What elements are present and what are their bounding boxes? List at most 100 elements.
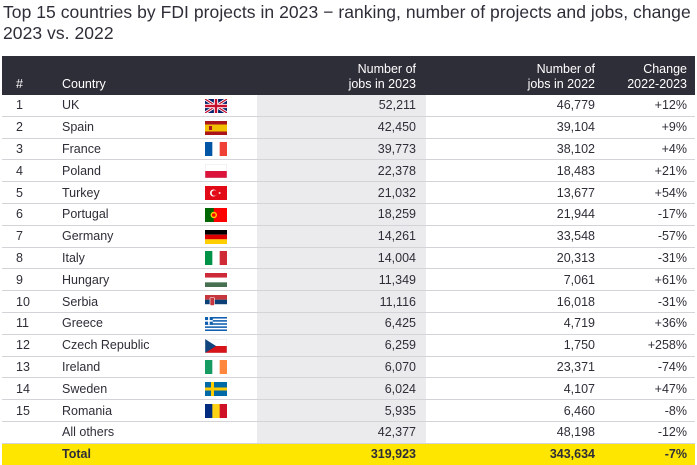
country-cell: Romania <box>58 399 174 422</box>
sweden-flag-icon <box>204 382 227 397</box>
jobs-2022-cell: 16,018 <box>426 290 605 313</box>
change-cell: +21% <box>605 159 695 183</box>
jobs-2023-cell: 11,116 <box>257 290 426 313</box>
jobs-2022-cell: 38,102 <box>426 138 605 161</box>
jobs-2022-cell: 4,719 <box>426 312 605 335</box>
change-cell: -31% <box>605 247 695 270</box>
jobs-2023-cell: 5,935 <box>257 399 426 422</box>
change-cell: +36% <box>605 312 695 335</box>
jobs-2023-cell: 22,378 <box>257 159 426 183</box>
total-flag-cell <box>174 443 257 465</box>
jobs-2022-cell: 4,107 <box>426 377 605 401</box>
country-cell: Turkey <box>58 181 174 204</box>
jobs-2022-cell: 46,779 <box>426 95 605 117</box>
table-row: 11 Greece 6,425 4,719 +36% <box>2 312 695 335</box>
table-row: 15 Romania 5,935 6,460 -8% <box>2 399 695 422</box>
ireland-flag-icon <box>204 360 227 375</box>
flag-cell <box>174 334 257 357</box>
romania-flag-icon <box>204 403 227 418</box>
rank-cell: 12 <box>2 334 58 357</box>
jobs-2023-cell: 6,259 <box>257 334 426 357</box>
rank-cell: 5 <box>2 181 58 204</box>
total-rank-cell <box>2 443 58 465</box>
table-row: 9 Hungary 11,349 7,061 +61% <box>2 268 695 292</box>
rank-cell: 15 <box>2 399 58 422</box>
total-row: Total 319,923 343,634 -7% <box>2 443 695 465</box>
rank-cell: 11 <box>2 312 58 335</box>
change-cell: -74% <box>605 356 695 379</box>
jobs-2022-cell: 1,750 <box>426 334 605 357</box>
header-flag <box>174 56 257 95</box>
rank-cell: 14 <box>2 377 58 401</box>
jobs-2023-cell: 14,004 <box>257 247 426 270</box>
flag-cell <box>174 116 257 139</box>
flag-cell <box>174 247 257 270</box>
rank-cell: 7 <box>2 225 58 248</box>
rank-cell: 4 <box>2 159 58 183</box>
flag-cell <box>174 312 257 335</box>
change-cell: +61% <box>605 268 695 292</box>
uk-flag-icon <box>204 98 227 113</box>
flag-cell <box>174 290 257 313</box>
jobs-2022-cell: 23,371 <box>426 356 605 379</box>
jobs-2023-cell: 6,425 <box>257 312 426 335</box>
table-row: 3 France 39,773 38,102 +4% <box>2 138 695 161</box>
germany-flag-icon <box>204 229 227 244</box>
country-cell: Italy <box>58 247 174 270</box>
header-jobs-2023: Number of jobs in 2023 <box>257 56 426 95</box>
country-cell: Spain <box>58 116 174 139</box>
country-cell: Germany <box>58 225 174 248</box>
jobs-2022-cell: 48,198 <box>426 421 605 444</box>
jobs-2022-cell: 33,548 <box>426 225 605 248</box>
country-cell: Ireland <box>58 356 174 379</box>
country-cell: Hungary <box>58 268 174 292</box>
rank-cell: 9 <box>2 268 58 292</box>
table-header-row: # Country Number of jobs in 2023 Number o… <box>2 56 695 95</box>
page-title: Top 15 countries by FDI projects in 2023… <box>3 2 691 43</box>
rank-cell: 1 <box>2 95 58 117</box>
jobs-2023-cell: 39,773 <box>257 138 426 161</box>
jobs-2023-cell: 21,032 <box>257 181 426 204</box>
flag-cell <box>174 159 257 183</box>
fdi-jobs-table: # Country Number of jobs in 2023 Number o… <box>2 56 695 465</box>
change-cell: -31% <box>605 290 695 313</box>
change-cell: -17% <box>605 203 695 226</box>
change-cell: +258% <box>605 334 695 357</box>
jobs-2022-cell: 13,677 <box>426 181 605 204</box>
header-jobs-2022: Number of jobs in 2022 <box>426 56 605 95</box>
rank-cell: 2 <box>2 116 58 139</box>
rank-cell: 10 <box>2 290 58 313</box>
spain-flag-icon <box>204 120 227 135</box>
flag-cell <box>174 95 257 117</box>
change-cell: -12% <box>605 421 695 444</box>
table-row: 2 Spain 42,450 39,104 +9% <box>2 116 695 139</box>
total-jobs-2023: 319,923 <box>257 443 426 465</box>
table-row: 8 Italy 14,004 20,313 -31% <box>2 247 695 270</box>
rank-cell: 3 <box>2 138 58 161</box>
total-change: -7% <box>605 443 695 465</box>
header-change: Change 2022-2023 <box>605 56 695 95</box>
rank-cell <box>2 421 58 444</box>
country-cell: Greece <box>58 312 174 335</box>
jobs-2023-cell: 14,261 <box>257 225 426 248</box>
table-row: 5 Turkey 21,032 13,677 +54% <box>2 181 695 204</box>
greece-flag-icon <box>204 316 227 331</box>
portugal-flag-icon <box>204 207 227 222</box>
change-cell: +47% <box>605 377 695 401</box>
czech-flag-icon <box>204 338 227 353</box>
table-row: 13 Ireland 6,070 23,371 -74% <box>2 356 695 379</box>
change-cell: +9% <box>605 116 695 139</box>
change-cell: +4% <box>605 138 695 161</box>
jobs-2023-cell: 52,211 <box>257 95 426 117</box>
hungary-flag-icon <box>204 273 227 288</box>
jobs-2022-cell: 18,483 <box>426 159 605 183</box>
italy-flag-icon <box>204 251 227 266</box>
flag-cell <box>174 421 257 444</box>
rank-cell: 8 <box>2 247 58 270</box>
table-row: 10 Serbia 11,116 16,018 -31% <box>2 290 695 313</box>
table-row: 12 Czech Republic 6,259 1,750 +258% <box>2 334 695 357</box>
flag-cell <box>174 138 257 161</box>
jobs-2023-cell: 6,070 <box>257 356 426 379</box>
jobs-2022-cell: 7,061 <box>426 268 605 292</box>
jobs-2023-cell: 6,024 <box>257 377 426 401</box>
